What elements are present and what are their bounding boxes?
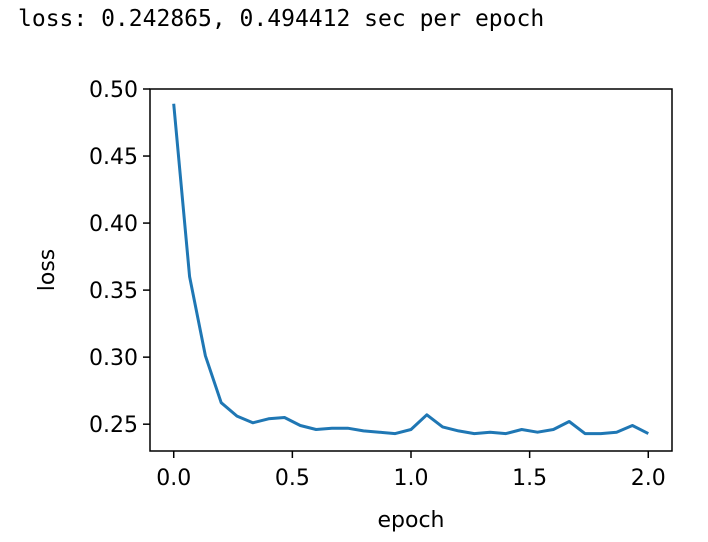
y-tick-label: 0.30 <box>89 346 138 371</box>
x-tick-label: 0.0 <box>156 466 191 491</box>
y-tick-label: 0.50 <box>89 78 138 103</box>
plot-frame <box>149 88 673 452</box>
x-axis: 0.0 0.5 1.0 1.5 2.0 <box>156 451 666 491</box>
y-tick-label: 0.40 <box>89 212 138 237</box>
status-text: loss: 0.242865, 0.494412 sec per epoch <box>18 6 545 32</box>
y-tick-label: 0.25 <box>89 413 138 438</box>
x-tick-label: 0.5 <box>275 466 310 491</box>
y-tick-label: 0.35 <box>89 279 138 304</box>
x-tick-label: 2.0 <box>631 466 666 491</box>
y-tick-label: 0.45 <box>89 145 138 170</box>
x-tick-label: 1.5 <box>512 466 547 491</box>
x-axis-label: epoch <box>378 508 445 533</box>
loss-series-line <box>172 103 649 436</box>
x-tick-label: 1.0 <box>394 466 429 491</box>
y-axis-label: loss <box>35 249 60 292</box>
y-axis: 0.25 0.30 0.35 0.40 0.45 0.50 <box>89 78 150 438</box>
